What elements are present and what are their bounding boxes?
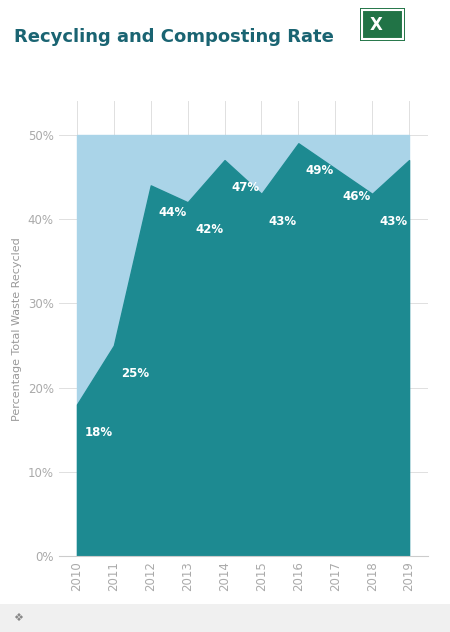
Text: 25%: 25% — [121, 367, 149, 380]
Text: 42%: 42% — [195, 223, 223, 236]
Text: ❖: ❖ — [14, 613, 23, 623]
Text: 43%: 43% — [269, 215, 297, 228]
Text: 46%: 46% — [342, 190, 371, 203]
Text: 43%: 43% — [379, 215, 408, 228]
Text: 49%: 49% — [306, 164, 334, 178]
FancyBboxPatch shape — [362, 10, 403, 39]
Text: 44%: 44% — [158, 207, 186, 219]
Text: 47%: 47% — [232, 181, 260, 194]
Text: X: X — [369, 16, 382, 33]
Text: Recycling and Composting Rate: Recycling and Composting Rate — [14, 28, 333, 46]
Text: 47%: 47% — [416, 181, 445, 194]
Y-axis label: Percentage Total Waste Recycled: Percentage Total Waste Recycled — [12, 237, 22, 420]
Text: 18%: 18% — [84, 425, 112, 439]
